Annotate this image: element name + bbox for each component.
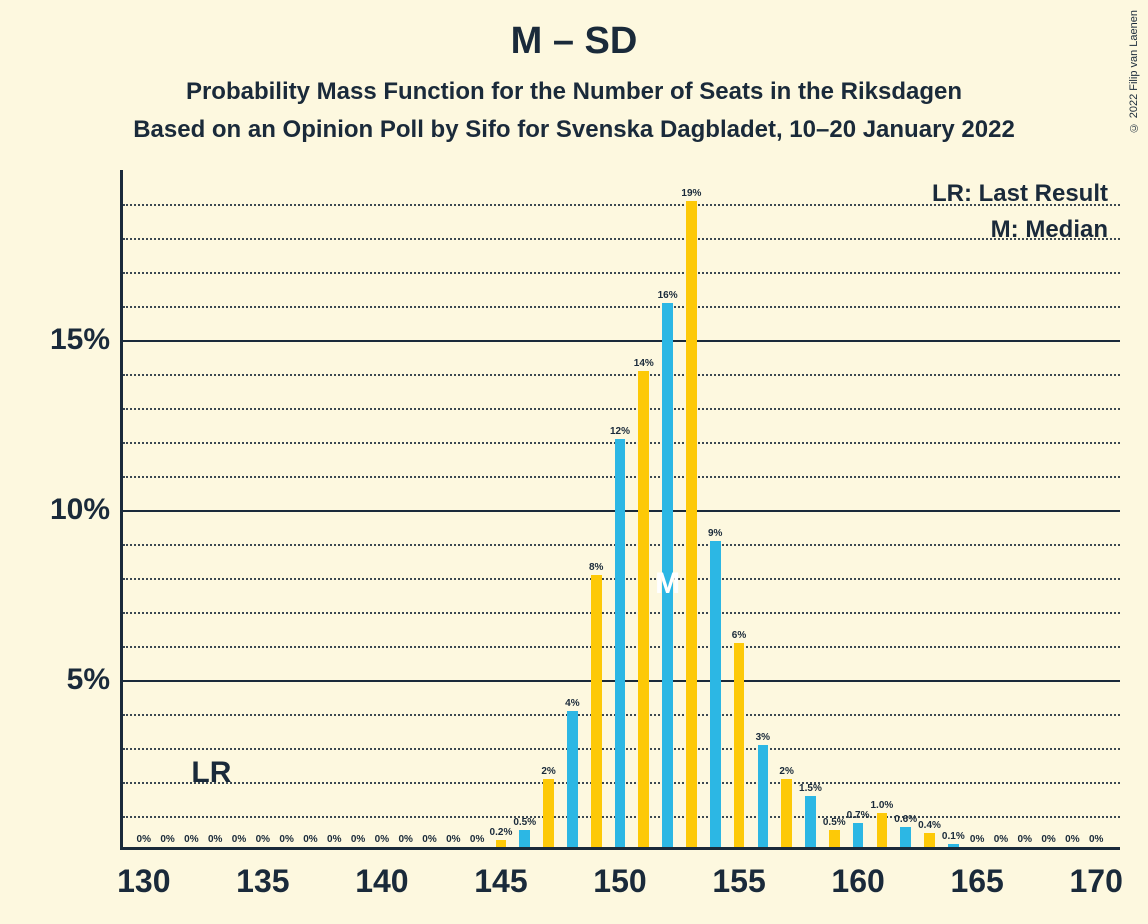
x-tick-label: 130 <box>117 863 170 900</box>
legend-lr: LR: Last Result <box>932 176 1108 212</box>
x-tick-label: 140 <box>355 863 408 900</box>
chart-root: M – SD Probability Mass Function for the… <box>0 0 1148 924</box>
x-tick-label: 160 <box>831 863 884 900</box>
x-tick-label: 165 <box>950 863 1003 900</box>
copyright-label: © 2022 Filip van Laenen <box>1128 10 1140 133</box>
y-tick-label: 5% <box>30 663 110 697</box>
x-tick-label: 155 <box>712 863 765 900</box>
x-tick-label: 170 <box>1069 863 1122 900</box>
x-tick-label: 150 <box>593 863 646 900</box>
y-tick-label: 10% <box>30 493 110 527</box>
chart-subtitle-2: Based on an Opinion Poll by Sifo for Sve… <box>0 116 1148 144</box>
y-tick-label: 15% <box>30 323 110 357</box>
legend: LR: Last Result M: Median <box>932 176 1108 248</box>
chart-title: M – SD <box>0 20 1148 63</box>
x-tick-label: 135 <box>236 863 289 900</box>
x-tick-label: 145 <box>474 863 527 900</box>
chart-subtitle-1: Probability Mass Function for the Number… <box>0 78 1148 106</box>
plot-area: 0%0%0%0%0%0%0%0%0%0%0%0%0%0%0%0.2%0.5%2%… <box>120 170 1120 850</box>
median-marker: M <box>655 567 680 601</box>
overlays: LR: Last Result M: Median LR M <box>120 170 1120 850</box>
last-result-marker: LR <box>191 756 231 790</box>
legend-m: M: Median <box>932 212 1108 248</box>
